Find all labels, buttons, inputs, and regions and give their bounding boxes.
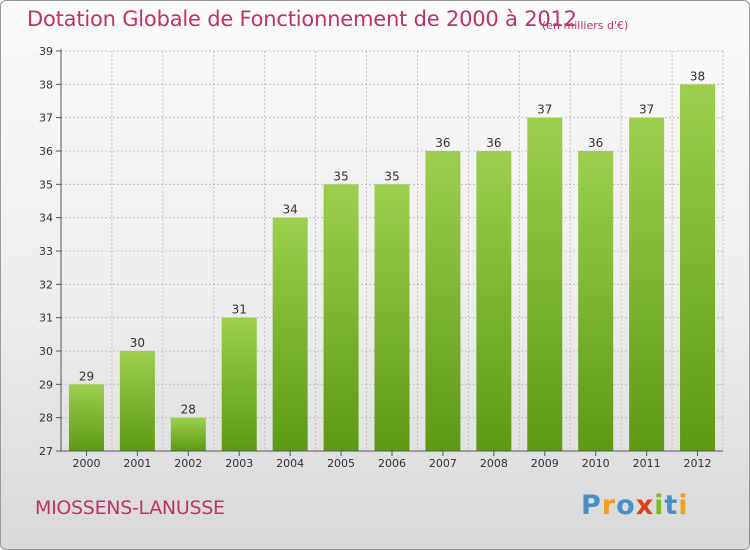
bar [272, 217, 308, 451]
bar-value-label: 37 [537, 103, 552, 117]
bar [680, 84, 716, 451]
proxiti-logo: Proxiti [581, 490, 689, 521]
y-tick-label: 27 [39, 445, 53, 458]
bar-value-label: 31 [232, 303, 247, 317]
x-tick-label: 2002 [174, 457, 202, 470]
bar [68, 384, 104, 451]
y-tick-label: 32 [39, 278, 53, 291]
bars [68, 84, 716, 452]
y-tick-label: 28 [39, 412, 53, 425]
x-tick-label: 2007 [429, 457, 457, 470]
bar [221, 317, 257, 451]
y-tick-label: 33 [39, 245, 53, 258]
x-tick-label: 2001 [123, 457, 151, 470]
bar [578, 151, 614, 451]
y-tick-label: 39 [39, 45, 53, 58]
bar-value-label: 35 [333, 169, 348, 183]
bar [323, 184, 359, 452]
y-tick-label: 35 [39, 178, 53, 191]
x-tick-label: 2003 [225, 457, 253, 470]
logo-letter: r [601, 490, 617, 521]
y-tick-label: 34 [39, 212, 53, 225]
x-tick-label: 2004 [276, 457, 304, 470]
y-tick-label: 30 [39, 345, 53, 358]
y-tick-label: 38 [39, 78, 53, 91]
x-tick-label: 2008 [480, 457, 508, 470]
x-tick-label: 2009 [531, 457, 559, 470]
bar [527, 117, 563, 452]
x-tick-label: 2000 [72, 457, 100, 470]
bar-value-label: 37 [639, 103, 654, 117]
axes [56, 49, 723, 456]
y-tick-label: 36 [39, 145, 53, 158]
bar [476, 151, 512, 451]
commune-name: MIOSSENS-LANUSSE [35, 497, 225, 519]
bar [374, 184, 410, 452]
logo-letter: P [581, 490, 602, 521]
chart-subtitle: (en milliers d'€) [542, 19, 629, 32]
labels: 27 28 29 30 31 32 33 34 35 36 37 38 39 29 2000 30 2001 28… [39, 45, 712, 470]
bar-value-label: 30 [130, 336, 145, 350]
bar [170, 417, 206, 451]
y-tick-label: 29 [39, 378, 53, 391]
logo-letter: t [664, 490, 679, 521]
logo-letter: x [635, 490, 655, 521]
bar-value-label: 36 [588, 136, 603, 150]
bar-value-label: 28 [181, 403, 196, 417]
bar-value-label: 34 [283, 203, 298, 217]
bar-value-label: 36 [486, 136, 501, 150]
bar [629, 117, 665, 452]
logo-letter: o [616, 490, 636, 521]
bar-value-label: 38 [690, 69, 705, 83]
y-tick-label: 31 [39, 312, 53, 325]
logo-letter: i [678, 490, 689, 521]
logo-letter: i [654, 490, 665, 521]
bar-value-label: 36 [435, 136, 450, 150]
bar-value-label: 35 [384, 169, 399, 183]
x-tick-label: 2005 [327, 457, 355, 470]
x-tick-label: 2006 [378, 457, 406, 470]
y-tick-label: 37 [39, 112, 53, 125]
bar [425, 151, 461, 451]
bar-value-label: 29 [79, 369, 94, 383]
x-tick-label: 2012 [684, 457, 712, 470]
bar [119, 351, 155, 451]
chart-title: Dotation Globale de Fonctionnement de 20… [27, 7, 577, 31]
x-tick-label: 2011 [633, 457, 661, 470]
x-tick-label: 2010 [582, 457, 610, 470]
